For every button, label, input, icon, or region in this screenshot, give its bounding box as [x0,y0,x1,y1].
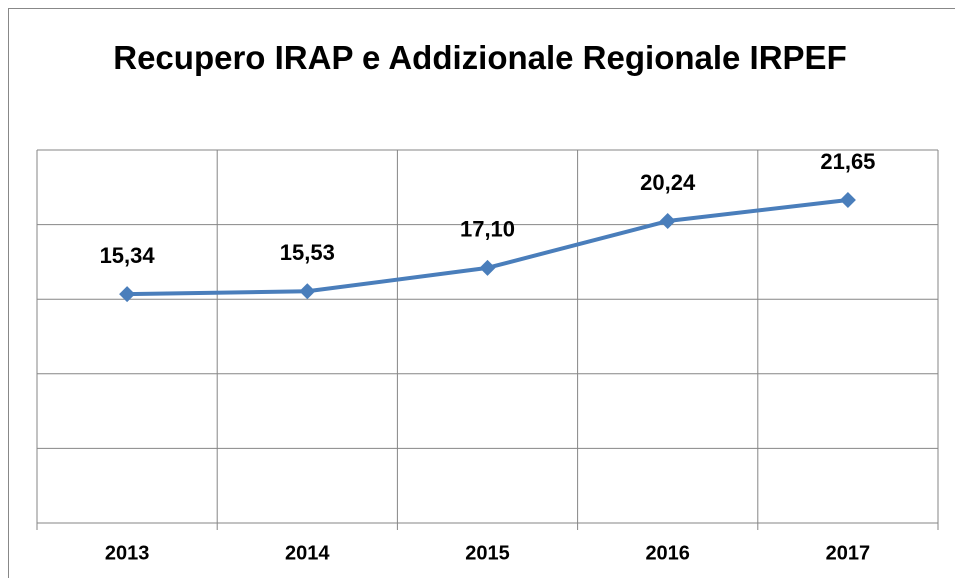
x-tick-label: 2016 [645,542,690,564]
chart-title: Recupero IRAP e Addizionale Regionale IR… [113,39,847,76]
data-label: 15,53 [280,240,335,265]
data-label: 20,24 [640,170,696,195]
data-point [119,286,136,303]
chart-border [8,8,955,578]
series-line [127,197,849,297]
data-point [479,259,496,276]
data-point [839,191,856,208]
data-label: 15,34 [100,243,156,268]
x-tick-label: 2017 [826,542,871,564]
x-tick-label: 2015 [465,542,510,564]
data-point [299,283,316,300]
x-tick-label: 2014 [285,542,330,564]
data-point [659,213,676,230]
data-label: 17,10 [460,217,515,242]
data-label: 21,65 [820,149,875,174]
x-tick-label: 2013 [105,542,150,564]
